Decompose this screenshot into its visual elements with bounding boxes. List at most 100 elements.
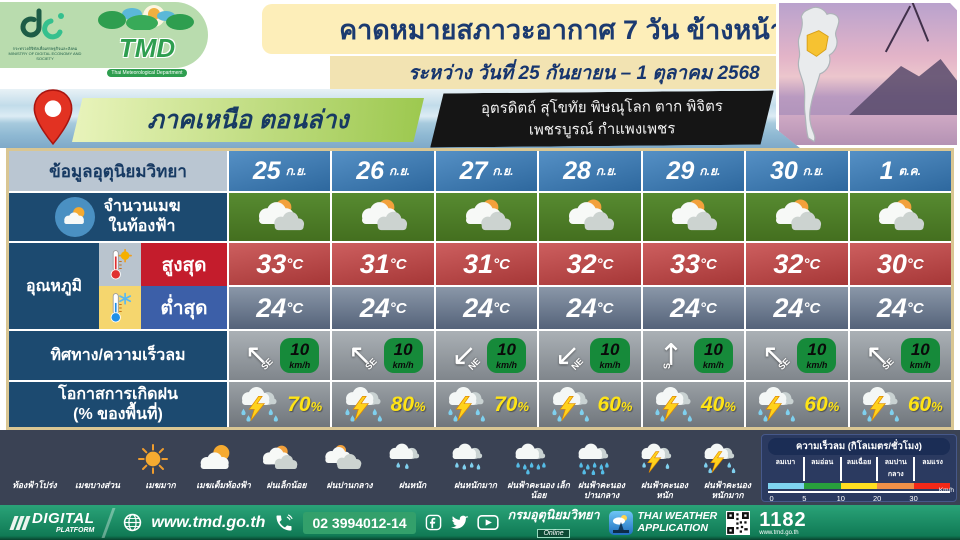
tmd-acronym: TMD bbox=[118, 33, 176, 63]
rain-cell-day5: 40% bbox=[642, 382, 745, 427]
wind-arrow-icon: ↖ SE bbox=[761, 337, 793, 373]
hotline-number[interactable]: 1182 www.tmd.go.th bbox=[759, 508, 807, 536]
wind-cell-day7: ↖ SE 10 km/h bbox=[849, 331, 951, 380]
date-header-30: 30 ก.ย. bbox=[746, 151, 848, 191]
region-name: ภาคเหนือ ตอนล่าง bbox=[147, 106, 349, 134]
wind-speed-badge: 10 km/h bbox=[900, 338, 940, 373]
rain-row-label: โอกาสการเกิดฝน (% ของพื้นที่) bbox=[9, 382, 227, 427]
twitter-icon[interactable] bbox=[449, 512, 470, 533]
thai-weather-app[interactable]: THAI WEATHER APPLICATION bbox=[608, 510, 717, 535]
mostly-cloudy-icon bbox=[762, 196, 832, 238]
legend-item: เมฆมาก bbox=[129, 443, 192, 490]
max-temp-day3: 31 ° C bbox=[435, 243, 538, 285]
max-temp-label: สูงสุด bbox=[141, 243, 227, 286]
min-temp-day7: 24 ° C bbox=[849, 287, 951, 329]
thermometer-cold-icon bbox=[99, 286, 141, 329]
wind-arrow-icon: ↖ SE bbox=[244, 337, 275, 373]
wind-speed-badge: 10 km/h bbox=[590, 338, 630, 373]
min-temp-day2: 24 ° C bbox=[332, 287, 434, 329]
legend-item: ฝนหนัก bbox=[381, 443, 444, 490]
wind-row-label: ทิศทาง/ความเร็วลม bbox=[9, 331, 227, 380]
min-temp-day1: 24 ° C bbox=[229, 287, 331, 329]
page-title: คาดหมายสภาวะอากาศ 7 วัน ข้างหน้า bbox=[339, 14, 785, 45]
max-temp-day2: 31 ° C bbox=[332, 243, 434, 285]
thunderstorm-icon bbox=[754, 386, 800, 424]
facebook-icon[interactable] bbox=[425, 514, 442, 531]
subtitle-banner: ระหว่าง วันที่ 25 กันยายน – 1 ตุลาคม 256… bbox=[330, 56, 838, 89]
cloud-cell-day1 bbox=[229, 193, 331, 241]
globe-icon bbox=[124, 513, 142, 532]
online-badge: Online bbox=[537, 528, 570, 538]
legend-item: ฝนเล็กน้อย bbox=[255, 443, 318, 490]
youtube-icon[interactable] bbox=[477, 514, 499, 531]
date-range: ระหว่าง วันที่ 25 กันยายน – 1 ตุลาคม 256… bbox=[408, 62, 760, 84]
wind-arrow-icon: ↙ NE bbox=[451, 337, 482, 373]
date-header-25: 25 ก.ย. bbox=[229, 151, 331, 191]
cloud-cell-day7 bbox=[849, 193, 951, 241]
wind-legend-title: ความเร็วลม (กิโลเมตร/ชั่วโมง) bbox=[768, 437, 950, 455]
phone-number[interactable]: 02 3994012-14 bbox=[303, 511, 416, 534]
max-temp-day6: 32 ° C bbox=[746, 243, 848, 285]
max-temp-day1: 33 ° C bbox=[229, 243, 331, 285]
forecast-table: ข้อมูลอุตุนิยมวิทยา 25 ก.ย. 26 ก.ย. 27 ก.ย.… bbox=[6, 148, 954, 430]
mostly-cloudy-icon bbox=[348, 196, 418, 238]
wind-cell-day5: ↑ S 10 km/h bbox=[642, 331, 745, 380]
thunderstorm-icon bbox=[858, 386, 904, 424]
cloud-cell-day3 bbox=[435, 193, 538, 241]
min-temp-day3: 24 ° C bbox=[435, 287, 538, 329]
min-temp-day6: 24 ° C bbox=[746, 287, 848, 329]
max-temp-day5: 33 ° C bbox=[642, 243, 745, 285]
thunderstorm-icon bbox=[237, 386, 283, 424]
legend-item: เมฆเต็มท้องฟ้า bbox=[192, 443, 255, 490]
legend-item: ฝนหนักมาก bbox=[444, 443, 507, 490]
digital-bars-icon bbox=[9, 515, 31, 530]
cloud-cell-day5 bbox=[642, 193, 745, 241]
map-panel bbox=[776, 0, 960, 148]
wind-arrow-icon: ↖ SE bbox=[348, 337, 379, 373]
wind-speed-badge: 10 km/h bbox=[797, 338, 837, 373]
mostly-cloudy-icon bbox=[245, 196, 315, 238]
mostly-cloudy-icon bbox=[555, 196, 625, 238]
footer-divider bbox=[101, 507, 116, 538]
rain-cell-day1: 70% bbox=[229, 382, 331, 427]
cloud-row-label: จำนวนเมฆ ในท้องฟ้า bbox=[9, 193, 227, 241]
thailand-map bbox=[797, 6, 840, 143]
weather-icon-legend: ท้องฟ้าโปร่ง เมฆบางส่วน เมฆมาก เมฆเต็มท้… bbox=[3, 435, 761, 500]
min-temp-label: ต่ำสุด bbox=[141, 286, 227, 329]
highlighted-region bbox=[806, 30, 829, 57]
date-header-27: 27 ก.ย. bbox=[435, 151, 538, 191]
thunderstorm-icon bbox=[548, 386, 594, 424]
temperature-row-label: อุณหภูมิ สูงสุด ต่ำสุด bbox=[9, 243, 227, 329]
wind-arrow-icon: ↙ NE bbox=[554, 337, 586, 373]
date-header-29: 29 ก.ย. bbox=[642, 151, 745, 191]
location-pin-icon bbox=[33, 89, 73, 146]
wind-cell-day2: ↖ SE 10 km/h bbox=[332, 331, 434, 380]
phone-icon bbox=[276, 514, 293, 530]
thunderstorm-icon bbox=[341, 386, 387, 424]
wind-speed-color-bar bbox=[768, 482, 951, 489]
legend-item: ท้องฟ้าโปร่ง bbox=[3, 443, 66, 490]
rain-cell-day6: 60% bbox=[746, 382, 848, 427]
wind-speed-badge: 10 km/h bbox=[487, 338, 527, 373]
footer-bar: DIGITAL PLATFORM www.tmd.go.th 02 3994012… bbox=[0, 505, 960, 540]
mostly-cloudy-icon bbox=[865, 196, 935, 238]
max-temp-day7: 30 ° C bbox=[849, 243, 951, 285]
qr-code[interactable] bbox=[726, 510, 751, 535]
legend-bar: ท้องฟ้าโปร่ง เมฆบางส่วน เมฆมาก เมฆเต็มท้… bbox=[0, 430, 960, 505]
header-logo-area: กระทรวงดิจิทัลเพื่อเศรษฐกิจและสังคม MINI… bbox=[0, 2, 208, 77]
wind-cell-day1: ↖ SE 10 km/h bbox=[229, 331, 331, 380]
department-name: กรมอุตุนิยมวิทยา Online bbox=[507, 507, 600, 538]
legend-item: ฝนปานกลาง bbox=[318, 443, 381, 490]
rain-cell-day7: 60% bbox=[849, 382, 951, 427]
thunderstorm-icon bbox=[444, 386, 490, 424]
wind-cell-day4: ↙ NE 10 km/h bbox=[539, 331, 641, 380]
tmd-logo: TMD Thai Meteorological Department bbox=[88, 4, 206, 77]
tmd-caption: Thai Meteorological Department bbox=[107, 69, 187, 77]
wind-speed-badge: 10 km/h bbox=[280, 338, 320, 373]
wind-arrow-icon: ↖ SE bbox=[865, 337, 896, 373]
min-temp-day5: 24 ° C bbox=[642, 287, 745, 329]
temperature-label: อุณหภูมิ bbox=[25, 277, 83, 295]
sunset-photo bbox=[779, 3, 957, 145]
province-box: อุตรดิตถ์ สุโขทัย พิษณุโลก ตาก พิจิตร เพ… bbox=[430, 91, 774, 148]
website-link[interactable]: www.tmd.go.th bbox=[151, 513, 266, 531]
